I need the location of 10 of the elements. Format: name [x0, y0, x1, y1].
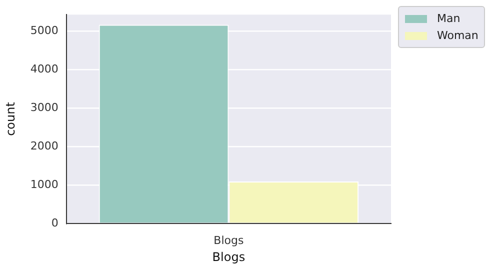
y-tick-label: 4000 — [30, 62, 58, 76]
y-tick-label: 3000 — [30, 100, 58, 114]
y-tick-label: 1000 — [30, 178, 58, 191]
y-axis-title: count — [3, 102, 18, 136]
x-axis-title: Blogs — [212, 250, 246, 264]
legend-label: Man — [437, 12, 460, 25]
y-tick-label: 0 — [51, 216, 58, 230]
legend-label: Woman — [437, 29, 478, 42]
y-tick-label: 2000 — [30, 139, 58, 152]
y-tick-label: 5000 — [30, 24, 58, 37]
